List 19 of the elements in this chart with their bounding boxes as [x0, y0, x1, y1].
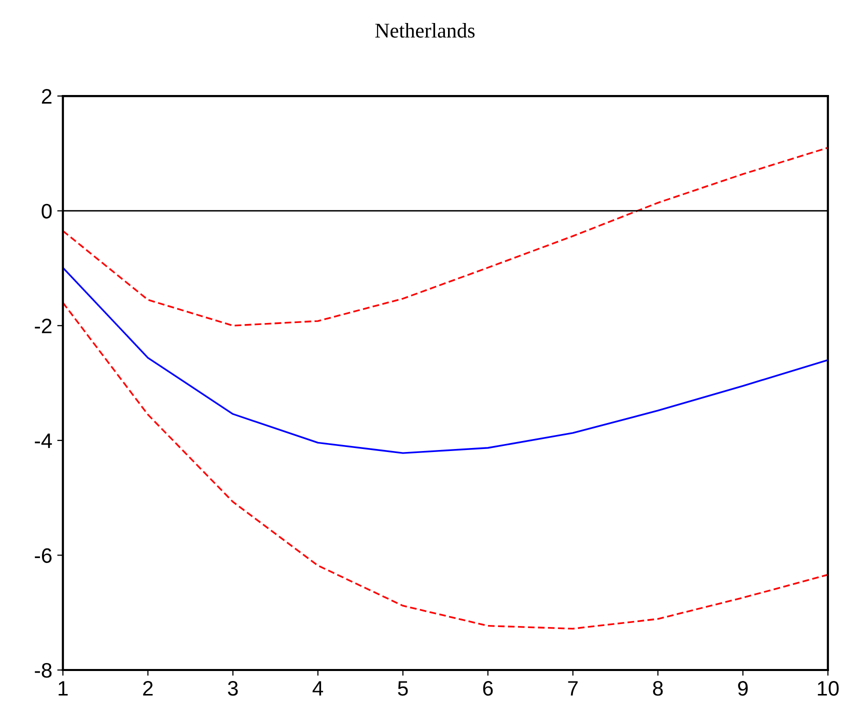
x-tick-label: 10 — [818, 680, 839, 696]
line-series — [62, 266, 828, 454]
x-tick-label: 3 — [228, 680, 238, 696]
x-tick-label: 9 — [738, 680, 748, 696]
y-tick-label: -4 — [34, 434, 52, 448]
y-tick-label: -2 — [34, 318, 52, 334]
x-tick-label: 5 — [398, 681, 408, 696]
y-tick-label: 0 — [42, 204, 52, 219]
chart-title: Netherlands — [375, 23, 475, 38]
x-tick-label: 2 — [143, 680, 153, 696]
x-tick-label: 6 — [483, 680, 493, 696]
line-series — [62, 302, 828, 630]
x-tick-label: 8 — [653, 680, 663, 696]
x-tick-label: 4 — [312, 681, 324, 696]
y-tick-label: -8 — [34, 663, 52, 678]
y-tick-label: -6 — [34, 548, 52, 563]
x-tick-label: 1 — [58, 681, 68, 696]
y-tick-label: 2 — [42, 89, 52, 104]
x-tick-label: 7 — [568, 681, 578, 696]
